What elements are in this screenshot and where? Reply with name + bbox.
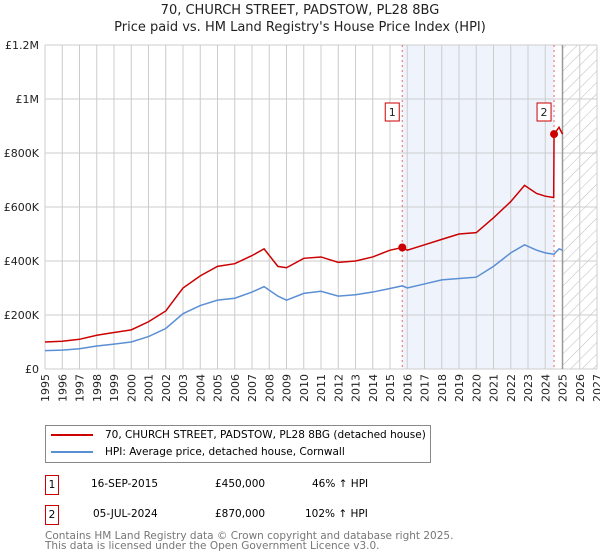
- y-tick-label: £1.2M: [5, 39, 39, 52]
- chart-subtitle: Price paid vs. HM Land Registry's House …: [114, 20, 486, 35]
- x-tick-label: 2005: [212, 374, 225, 402]
- property-line: [44, 125, 564, 343]
- legend-label: HPI: Average price, detached house, Corn…: [105, 446, 345, 458]
- x-tick-label: 2023: [522, 374, 535, 402]
- footer-line: Contains HM Land Registry data © Crown c…: [45, 530, 454, 542]
- sale-price: £450,000: [215, 478, 266, 490]
- x-tick-label: 2022: [505, 374, 518, 402]
- x-tick-label: 2025: [557, 374, 570, 402]
- x-tick-label: 2020: [470, 374, 483, 402]
- sale-badge-label: 1: [389, 106, 396, 119]
- legend-item-property: 70, CHURCH STREET, PADSTOW, PL28 8BG (de…: [46, 427, 426, 443]
- x-tick-label: 2026: [574, 374, 587, 402]
- x-tick-label: 2016: [401, 374, 414, 402]
- x-tick-label: 2000: [125, 374, 138, 402]
- x-tick-label: 1995: [39, 374, 52, 402]
- sale-badge: 1: [45, 475, 59, 495]
- sale-hpi: 102% ↑ HPI: [305, 508, 368, 520]
- x-tick-label: 2021: [488, 374, 501, 402]
- sale-badge: [536, 102, 552, 122]
- x-tick-label: 2003: [177, 374, 190, 402]
- y-tick-label: £400K: [4, 255, 40, 268]
- footer: Contains HM Land Registry data © Crown c…: [45, 530, 454, 552]
- sale-date: 05-JUL-2024: [93, 508, 158, 520]
- x-tick-label: 1999: [108, 374, 121, 402]
- x-tick-label: 2015: [384, 374, 397, 402]
- hpi-line: [44, 243, 563, 352]
- x-tick-label: 2027: [591, 374, 600, 402]
- sale-badge-label: 2: [541, 106, 548, 119]
- sale-price: £870,000: [215, 508, 266, 520]
- x-tick-label: 2017: [419, 374, 432, 402]
- sale-badge: 2: [45, 505, 59, 525]
- x-tick-label: 2014: [367, 374, 380, 402]
- x-tick-label: 1997: [74, 374, 87, 402]
- footer-line: This data is licensed under the Open Gov…: [45, 540, 380, 552]
- sale-row: 1 16-SEP-2015 £450,000 46% ↑ HPI: [45, 475, 445, 495]
- x-tick-label: 2024: [539, 374, 552, 402]
- legend-swatch: [51, 434, 93, 436]
- legend: 70, CHURCH STREET, PADSTOW, PL28 8BG (de…: [45, 425, 431, 463]
- x-tick-label: 2008: [263, 374, 276, 402]
- x-tick-label: 2019: [453, 374, 466, 402]
- x-tick-label: 2018: [436, 374, 449, 402]
- y-tick-label: £0: [25, 363, 39, 376]
- sale-hpi: 46% ↑ HPI: [312, 478, 369, 490]
- y-tick-label: £600K: [4, 201, 40, 214]
- x-tick-label: 2002: [160, 374, 173, 402]
- y-tick-label: £1M: [16, 93, 40, 106]
- sale-point: [398, 243, 407, 252]
- x-tick-label: 2012: [332, 374, 345, 402]
- x-tick-label: 1996: [56, 374, 69, 402]
- x-tick-label: 1998: [91, 374, 104, 402]
- x-tick-label: 2009: [281, 374, 294, 402]
- sale-badge: [384, 102, 400, 122]
- sale-row: 2 05-JUL-2024 £870,000 102% ↑ HPI: [45, 505, 445, 525]
- x-tick-label: 2013: [350, 374, 363, 402]
- x-tick-label: 2006: [229, 374, 242, 402]
- x-tick-label: 2010: [298, 374, 311, 402]
- x-tick-label: 2007: [246, 374, 259, 402]
- chart-title: 70, CHURCH STREET, PADSTOW, PL28 8BG: [160, 3, 440, 18]
- sale-point: [550, 130, 559, 139]
- legend-item-hpi: HPI: Average price, detached house, Corn…: [46, 444, 345, 460]
- y-tick-label: £200K: [4, 309, 40, 322]
- price-chart: 1995 1996 1997 1998 1999 2000 2001 2002 2003 2004…: [4, 39, 600, 402]
- legend-label: 70, CHURCH STREET, PADSTOW, PL28 8BG (de…: [105, 429, 426, 441]
- x-tick-label: 2001: [143, 374, 156, 402]
- x-tick-label: 2004: [194, 374, 207, 402]
- y-tick-label: £800K: [4, 147, 40, 160]
- sale-date: 16-SEP-2015: [91, 478, 159, 490]
- x-tick-label: 2011: [315, 374, 328, 402]
- legend-swatch: [51, 451, 93, 453]
